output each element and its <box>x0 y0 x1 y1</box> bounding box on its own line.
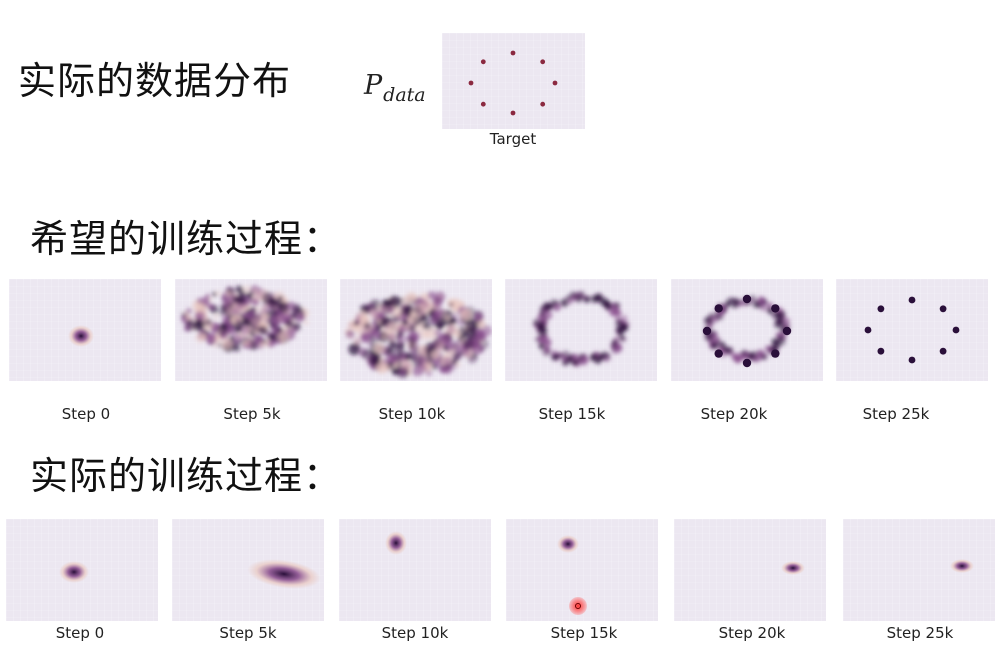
expected-caption-step-15k: Step 15k <box>538 405 606 423</box>
actual-plot-step-20k <box>674 519 826 621</box>
mode-step-20k-0 <box>742 294 752 304</box>
density-blob-step-5k <box>247 559 321 589</box>
actual-caption-step-0: Step 0 <box>55 624 105 642</box>
target-mode-5 <box>480 101 486 107</box>
target-mode-1 <box>540 59 546 65</box>
mode-step-20k-5 <box>714 349 723 358</box>
target-caption: Target <box>489 130 537 148</box>
density-blob-step-10k <box>385 531 407 555</box>
actual-caption-step-20k: Step 20k <box>718 624 786 642</box>
heading-actual-training: 实际的训练过程： <box>30 454 343 498</box>
density-blob-step-15k <box>557 535 579 553</box>
actual-plot-step-25k <box>843 519 995 621</box>
density-blob-step-0 <box>68 325 94 347</box>
mode-step-25k-6 <box>864 326 872 334</box>
expected-panel-step-25k <box>836 279 988 381</box>
actual-caption-step-15k: Step 15k <box>550 624 618 642</box>
target-mode-6 <box>468 80 474 86</box>
grid-background <box>339 519 491 621</box>
pdata-label: Pdata <box>364 70 426 106</box>
mode-step-25k-0 <box>908 296 916 304</box>
expected-plot-step-0 <box>9 279 161 381</box>
target-plot <box>442 33 585 129</box>
mode-step-25k-7 <box>877 305 885 313</box>
grid-background <box>843 519 995 621</box>
mode-step-25k-3 <box>939 347 947 355</box>
expected-panel-step-10k <box>340 279 492 381</box>
density-cloud-step-10k <box>344 291 492 379</box>
target-mode-0 <box>510 50 516 56</box>
mode-step-20k-6 <box>702 326 712 336</box>
expected-panel-step-15k <box>505 279 657 381</box>
mode-step-25k-4 <box>908 356 916 364</box>
target-mode-7 <box>480 59 486 65</box>
heading-actual-distribution: 实际的数据分布 <box>18 59 292 103</box>
actual-panel-step-20k <box>674 519 826 621</box>
expected-caption-step-10k: Step 10k <box>378 405 446 423</box>
density-ring-step-15k <box>533 290 630 367</box>
mode-step-20k-4 <box>742 358 752 368</box>
mode-step-20k-3 <box>771 349 780 358</box>
cursor-highlight-icon <box>569 597 587 615</box>
pdata-symbol: P <box>364 70 383 101</box>
actual-caption-step-10k: Step 10k <box>381 624 449 642</box>
expected-plot-step-15k <box>505 279 657 381</box>
grid-background <box>836 279 988 381</box>
expected-panel-step-20k <box>671 279 823 381</box>
actual-plot-step-0 <box>6 519 158 621</box>
actual-panel-step-10k <box>339 519 491 621</box>
density-cloud-step-5k <box>181 285 309 353</box>
density-blob-step-20k <box>781 561 805 575</box>
expected-plot-step-5k <box>175 279 327 381</box>
expected-panel-step-0 <box>9 279 161 381</box>
mode-step-25k-1 <box>939 305 947 313</box>
expected-caption-step-5k: Step 5k <box>223 405 281 423</box>
density-ring-step-20k <box>704 295 791 364</box>
actual-panel-step-15k <box>506 519 658 621</box>
target-panel <box>442 33 585 129</box>
density-blob-step-25k <box>950 559 974 573</box>
actual-panel-step-5k <box>172 519 324 621</box>
expected-caption-step-20k: Step 20k <box>700 405 768 423</box>
pdata-subscript: data <box>383 84 426 106</box>
expected-plot-step-10k <box>340 279 492 381</box>
expected-caption-step-0: Step 0 <box>61 405 111 423</box>
density-blob-step-0 <box>59 561 89 583</box>
expected-plot-step-25k <box>836 279 988 381</box>
mode-step-20k-7 <box>714 304 723 313</box>
expected-panel-step-5k <box>175 279 327 381</box>
actual-panel-step-0 <box>6 519 158 621</box>
mode-step-25k-5 <box>877 347 885 355</box>
target-mode-3 <box>540 101 546 107</box>
actual-caption-step-25k: Step 25k <box>886 624 954 642</box>
mode-step-25k-2 <box>952 326 960 334</box>
actual-plot-step-5k <box>172 519 324 621</box>
mode-step-20k-2 <box>782 326 792 336</box>
target-mode-4 <box>510 110 516 116</box>
actual-panel-step-25k <box>843 519 995 621</box>
target-mode-2 <box>552 80 558 86</box>
actual-caption-step-5k: Step 5k <box>219 624 277 642</box>
expected-plot-step-20k <box>671 279 823 381</box>
mode-step-20k-1 <box>771 304 780 313</box>
expected-caption-step-25k: Step 25k <box>862 405 930 423</box>
heading-expected-training: 希望的训练过程： <box>30 217 343 261</box>
actual-plot-step-10k <box>339 519 491 621</box>
